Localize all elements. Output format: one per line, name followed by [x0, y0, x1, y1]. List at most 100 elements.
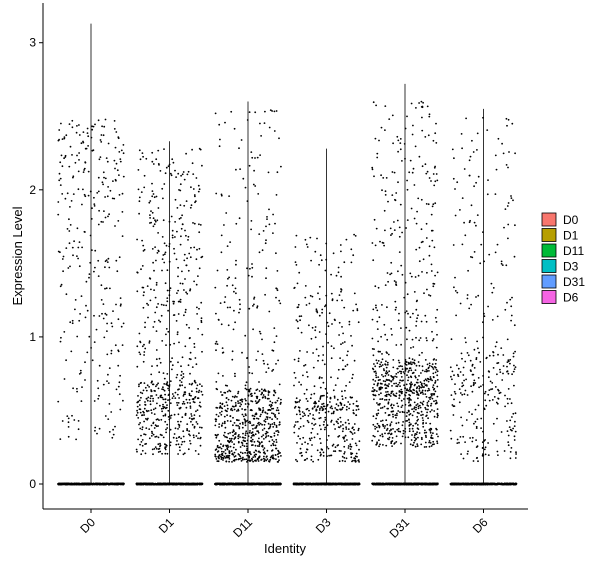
point [162, 414, 165, 417]
point [305, 482, 307, 485]
point [167, 330, 170, 333]
point [93, 205, 96, 207]
point [276, 418, 279, 420]
point [265, 371, 268, 373]
point [111, 197, 114, 200]
point [302, 374, 304, 377]
point [193, 436, 195, 439]
point [153, 196, 156, 199]
point [275, 447, 278, 450]
point [140, 396, 142, 399]
group-D1 [135, 141, 204, 486]
point [219, 302, 222, 304]
point [244, 451, 247, 454]
point [64, 154, 67, 157]
point [262, 451, 265, 454]
point [67, 426, 70, 428]
point [295, 397, 298, 400]
point [255, 359, 258, 361]
point [234, 405, 237, 407]
point [256, 395, 259, 398]
point [245, 458, 248, 461]
point [189, 289, 191, 292]
point [220, 234, 223, 237]
point [116, 169, 119, 172]
point [239, 422, 242, 425]
point [278, 421, 281, 424]
point [192, 397, 195, 400]
point [244, 334, 247, 337]
point [148, 342, 151, 344]
point [343, 452, 346, 455]
point [166, 297, 169, 299]
point [201, 483, 204, 486]
point [254, 157, 256, 159]
point [258, 445, 261, 447]
point [235, 424, 238, 427]
point [228, 276, 231, 279]
point [177, 453, 180, 455]
point [216, 407, 219, 409]
point [152, 193, 155, 195]
point [64, 197, 67, 200]
point [272, 454, 274, 457]
point [84, 231, 86, 233]
point [273, 457, 275, 460]
point [136, 411, 139, 414]
point [238, 426, 241, 428]
point [222, 483, 225, 486]
point [251, 444, 253, 447]
point [162, 403, 164, 406]
point [121, 211, 124, 213]
point [183, 452, 186, 455]
point [241, 444, 244, 447]
point [157, 382, 160, 385]
point [245, 482, 248, 485]
point [181, 282, 184, 285]
point [111, 436, 114, 439]
point [235, 292, 237, 295]
point [175, 320, 178, 322]
point [271, 423, 274, 425]
point [150, 373, 153, 376]
point [78, 134, 81, 136]
point [141, 414, 143, 417]
point [233, 422, 236, 424]
point [60, 283, 63, 286]
point [150, 395, 152, 397]
point [273, 110, 276, 113]
point [223, 434, 225, 437]
point [155, 435, 158, 438]
point [119, 158, 122, 161]
point [80, 295, 83, 297]
point [267, 394, 270, 396]
point [264, 293, 266, 296]
point [240, 398, 243, 401]
point [78, 373, 81, 375]
point [221, 422, 224, 425]
point [252, 456, 255, 458]
point [137, 169, 140, 171]
point [155, 483, 157, 485]
point [193, 401, 196, 404]
point [138, 196, 141, 199]
point [161, 258, 164, 260]
point [190, 394, 192, 397]
point [200, 256, 203, 259]
point [267, 367, 270, 369]
point [180, 370, 183, 373]
point [160, 303, 163, 306]
point [171, 482, 174, 485]
point [169, 287, 172, 290]
point [106, 330, 108, 332]
point [262, 457, 265, 460]
point [154, 311, 157, 314]
point [143, 186, 146, 189]
point [169, 360, 172, 363]
point [244, 420, 247, 423]
point [159, 320, 162, 323]
point [136, 238, 139, 241]
point [172, 436, 175, 439]
point [273, 421, 276, 424]
point [98, 364, 101, 367]
